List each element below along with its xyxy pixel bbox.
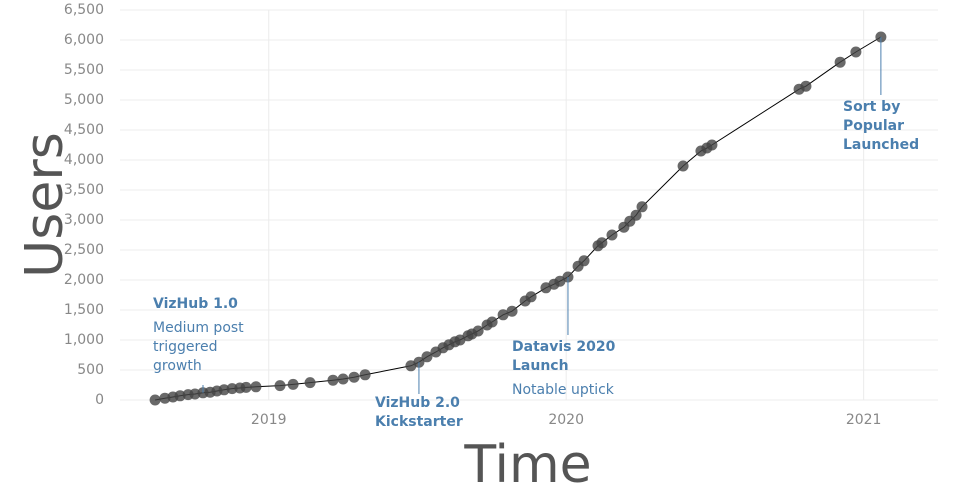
data-point bbox=[800, 80, 812, 92]
annotation-note: Medium post triggered growth bbox=[153, 320, 244, 374]
annotation-title: Datavis 2020 Launch bbox=[512, 339, 616, 374]
y-tick-label: 5,500 bbox=[64, 62, 104, 78]
data-point bbox=[472, 325, 484, 337]
x-tick-label: 2019 bbox=[251, 412, 287, 428]
data-point bbox=[359, 369, 371, 381]
data-point bbox=[578, 255, 590, 267]
data-point bbox=[348, 371, 360, 383]
data-point bbox=[525, 291, 537, 303]
data-point bbox=[250, 381, 262, 393]
data-point bbox=[240, 381, 252, 393]
y-tick-label: 2,000 bbox=[64, 272, 104, 288]
annotation-title: Sort by Popular Launched bbox=[843, 99, 920, 153]
y-tick-label: 6,500 bbox=[64, 2, 104, 18]
data-point bbox=[606, 229, 618, 241]
x-axis-title: Time bbox=[463, 435, 591, 495]
data-point bbox=[287, 378, 299, 390]
y-tick-label: 6,000 bbox=[64, 32, 104, 48]
data-point bbox=[834, 56, 846, 68]
data-point bbox=[149, 394, 161, 406]
data-point bbox=[486, 316, 498, 328]
annotation: Sort by Popular Launched bbox=[843, 98, 933, 155]
data-point bbox=[189, 388, 201, 400]
y-tick-label: 2,500 bbox=[64, 242, 104, 258]
annotation-title: VizHub 1.0 bbox=[153, 296, 238, 312]
data-point bbox=[706, 139, 718, 151]
annotation: Datavis 2020 Launch Notable uptick bbox=[512, 338, 622, 400]
annotation-note: Notable uptick bbox=[512, 382, 614, 398]
annotation: VizHub 1.0 Medium post triggered growth bbox=[153, 295, 263, 376]
annotation-title: VizHub 2.0 Kickstarter bbox=[375, 395, 463, 430]
data-point bbox=[174, 390, 186, 402]
y-tick-label: 1,000 bbox=[64, 332, 104, 348]
data-point bbox=[497, 309, 509, 321]
x-tick-label: 2020 bbox=[548, 412, 584, 428]
y-tick-label: 4,500 bbox=[64, 122, 104, 138]
data-point bbox=[677, 160, 689, 172]
annotation: VizHub 2.0 Kickstarter bbox=[375, 394, 475, 432]
x-tick-label: 2021 bbox=[846, 412, 882, 428]
data-point bbox=[218, 384, 230, 396]
grid bbox=[120, 9, 938, 401]
y-tick-label: 3,500 bbox=[64, 182, 104, 198]
data-point bbox=[850, 46, 862, 58]
data-point bbox=[596, 237, 608, 249]
data-point bbox=[159, 392, 171, 404]
y-tick-label: 0 bbox=[95, 392, 104, 408]
y-tick-label: 1,500 bbox=[64, 302, 104, 318]
y-tick-label: 4,000 bbox=[64, 152, 104, 168]
data-point bbox=[327, 374, 339, 386]
data-point bbox=[421, 351, 433, 363]
y-tick-label: 5,000 bbox=[64, 92, 104, 108]
data-point bbox=[636, 201, 648, 213]
y-tick-label: 3,000 bbox=[64, 212, 104, 228]
data-point bbox=[337, 373, 349, 385]
data-point bbox=[304, 377, 316, 389]
y-tick-label: 500 bbox=[77, 362, 104, 378]
data-point bbox=[274, 380, 286, 392]
data-point bbox=[630, 209, 642, 221]
y-axis-title: Users bbox=[15, 132, 75, 278]
data-point bbox=[506, 305, 518, 317]
